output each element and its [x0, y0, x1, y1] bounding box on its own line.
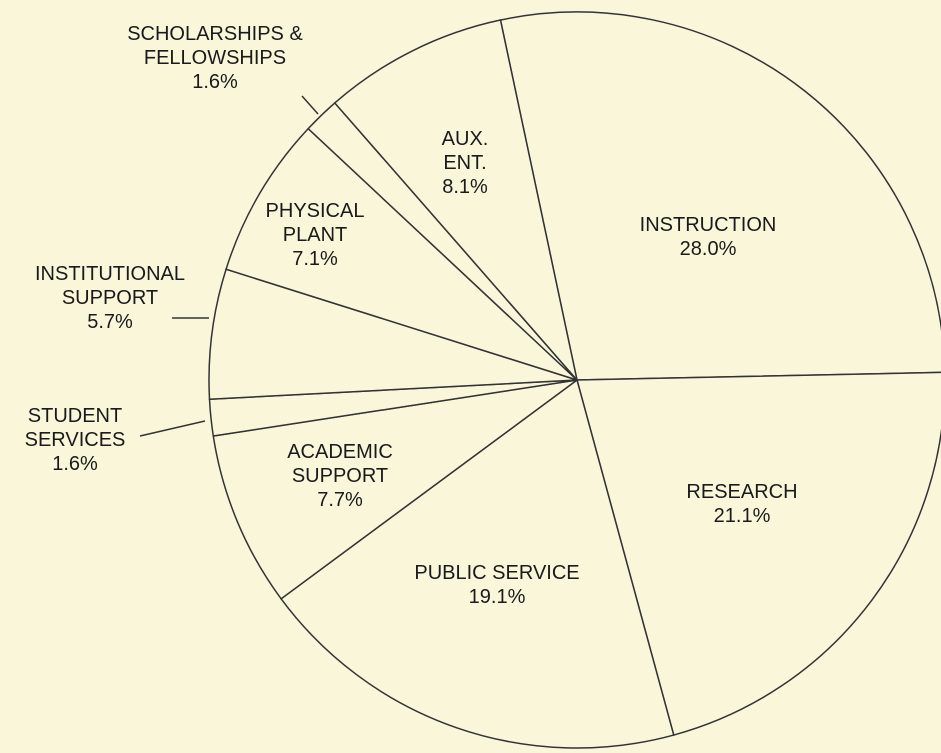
- value-label: 7.1%: [292, 248, 338, 270]
- category-label: SCHOLARSHIPS & FELLOWSHIPS: [127, 23, 303, 69]
- slice-label: STUDENT SERVICES 1.6%: [10, 404, 140, 476]
- pie-slice: [576, 371, 941, 736]
- value-label: 28.0%: [679, 238, 737, 260]
- category-label: PUBLIC SERVICE: [414, 562, 580, 584]
- category-label: ACADEMIC SUPPORT: [287, 441, 393, 487]
- leader-line: [301, 95, 319, 115]
- leader-line: [139, 420, 206, 437]
- pie-slice: [225, 127, 578, 381]
- pie-slice: [280, 378, 675, 749]
- pie-slice: [499, 11, 941, 381]
- pie-slice: [208, 268, 578, 401]
- category-label: INSTRUCTION: [639, 214, 777, 236]
- slice-label: SCHOLARSHIPS & FELLOWSHIPS 1.6%: [95, 22, 335, 94]
- value-label: 8.1%: [442, 176, 488, 198]
- slice-label: PHYSICAL PLANT 7.1%: [255, 199, 375, 271]
- category-label: INSTITUTIONAL SUPPORT: [34, 263, 185, 309]
- pie-slice: [212, 379, 578, 600]
- slice-label: ACADEMIC SUPPORT 7.7%: [275, 440, 405, 512]
- slice-label: RESEARCH 21.1%: [642, 480, 842, 528]
- value-label: 5.7%: [87, 311, 133, 333]
- category-label: PHYSICAL PLANT: [265, 200, 365, 246]
- category-label: STUDENT SERVICES: [24, 405, 126, 451]
- value-label: 1.6%: [52, 453, 98, 475]
- value-label: 19.1%: [468, 586, 526, 608]
- value-label: 1.6%: [192, 71, 238, 93]
- value-label: 7.7%: [317, 489, 363, 511]
- slice-label: INSTITUTIONAL SUPPORT 5.7%: [25, 262, 195, 334]
- slice-label: PUBLIC SERVICE 19.1%: [377, 561, 617, 609]
- slice-label: AUX. ENT. 8.1%: [435, 127, 495, 199]
- pie-slice: [333, 19, 579, 383]
- category-label: RESEARCH: [686, 481, 798, 503]
- slice-label: INSTRUCTION 28.0%: [608, 213, 808, 261]
- category-label: AUX. ENT.: [441, 128, 489, 174]
- value-label: 21.1%: [713, 505, 771, 527]
